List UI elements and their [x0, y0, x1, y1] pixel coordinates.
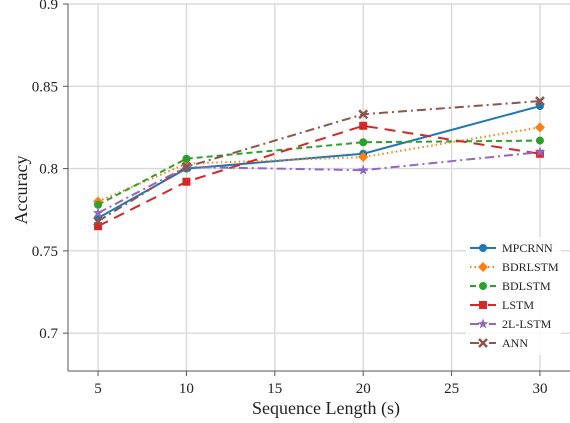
- legend-marker: [479, 244, 487, 252]
- legend-label: LSTM: [502, 298, 534, 312]
- y-tick-label: 0.75: [32, 244, 58, 260]
- x-tick-label: 15: [267, 381, 282, 397]
- data-point: [535, 136, 544, 145]
- legend-item: LSTM: [470, 298, 534, 312]
- x-tick-label: 10: [179, 381, 194, 397]
- data-point: [534, 146, 546, 157]
- x-marker-stroke: [181, 162, 192, 172]
- data-point: [357, 164, 369, 175]
- x-tick-label: 20: [356, 381, 371, 397]
- x-axis-title: Sequence Length (s): [252, 398, 400, 419]
- x-tick-label: 25: [444, 381, 459, 397]
- data-point: [181, 162, 192, 172]
- data-point: [359, 121, 368, 130]
- data-point: [535, 96, 545, 107]
- data-point: [534, 122, 545, 133]
- data-point: [358, 109, 369, 120]
- data-point: [182, 177, 191, 186]
- y-axis-title: Accuracy: [11, 156, 31, 225]
- legend-marker: [477, 318, 489, 329]
- series-line: [97, 126, 541, 203]
- legend-item: BDLSTM: [470, 279, 551, 293]
- axes: [67, 4, 570, 372]
- x-marker-stroke: [478, 338, 488, 348]
- legend-item: MPCRNN: [470, 241, 553, 255]
- series-line: [97, 100, 541, 223]
- y-tick-label: 0.8: [39, 162, 58, 178]
- data-point: [94, 222, 103, 231]
- data-point: [92, 207, 104, 218]
- data-point: [359, 138, 368, 147]
- y-tick-label: 0.9: [39, 0, 58, 13]
- x-tick-label: 5: [94, 381, 102, 397]
- data-point: [93, 216, 103, 227]
- legend-marker: [478, 262, 488, 272]
- legend: MPCRNN BDRLSTM BDLSTM LSTM 2L-LSTM ANN: [466, 237, 561, 355]
- x-marker-stroke: [358, 109, 369, 120]
- y-tick-label: 0.85: [32, 79, 58, 95]
- data-point: [358, 152, 369, 163]
- series-line: [97, 151, 541, 214]
- legend-item: 2L-LSTM: [470, 317, 552, 331]
- y-axis-ticks: 0.7 0.75 0.8 0.85 0.9: [32, 0, 68, 342]
- series-line: [97, 105, 541, 219]
- y-tick-label: 0.7: [39, 326, 58, 342]
- series-line: [97, 139, 540, 206]
- legend-item: ANN: [470, 336, 528, 350]
- data-point: [182, 154, 191, 163]
- plot-area: [92, 96, 546, 231]
- legend-item: BDRLSTM: [470, 260, 559, 274]
- legend-label: ANN: [502, 336, 528, 350]
- legend-marker: [478, 338, 488, 348]
- legend-background: [466, 237, 561, 355]
- legend-marker: [479, 282, 487, 290]
- legend-marker: [479, 301, 487, 309]
- x-tick-label: 30: [532, 381, 547, 397]
- legend-label: BDLSTM: [502, 279, 551, 293]
- legend-label: MPCRNN: [502, 241, 553, 255]
- x-axis-ticks: 5 10 15 20 25 30: [94, 371, 547, 397]
- data-point: [94, 200, 103, 209]
- legend-label: BDRLSTM: [502, 260, 559, 274]
- x-marker-stroke: [93, 216, 103, 227]
- x-marker-stroke: [535, 96, 545, 107]
- series-line: [97, 124, 541, 228]
- legend-label: 2L-LSTM: [502, 317, 552, 331]
